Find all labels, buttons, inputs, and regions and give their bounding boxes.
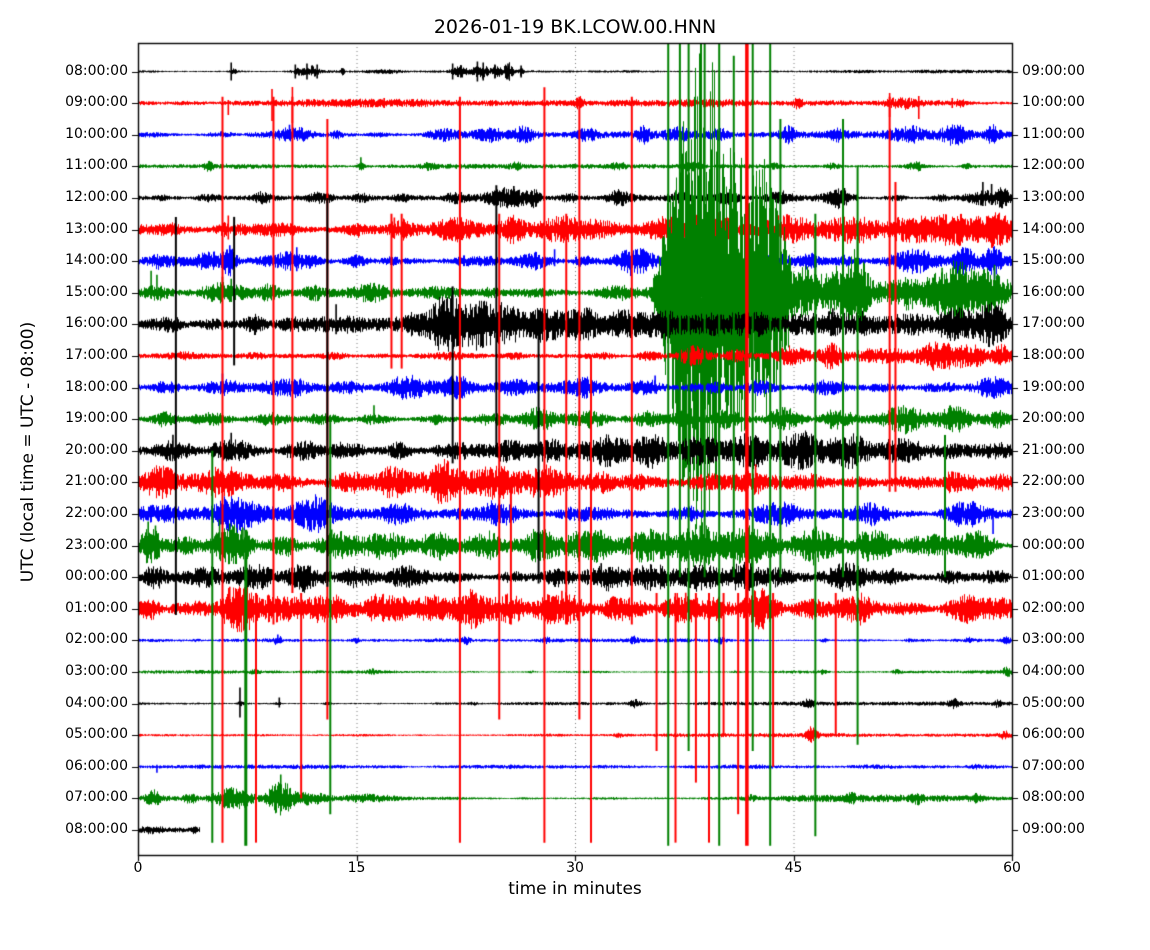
utc-time-label: 15:00:00: [65, 283, 128, 300]
local-time-label: 21:00:00: [1022, 441, 1085, 458]
local-time-label: 18:00:00: [1022, 346, 1085, 363]
local-time-label: 08:00:00: [1022, 789, 1085, 806]
utc-time-label: 20:00:00: [65, 441, 128, 458]
utc-time-label: 14:00:00: [65, 252, 128, 269]
local-time-label: 13:00:00: [1022, 188, 1085, 205]
minute-label: 30: [566, 860, 584, 876]
minute-label: 60: [1003, 860, 1021, 876]
utc-time-label: 09:00:00: [65, 94, 128, 111]
minute-label: 0: [133, 860, 143, 876]
utc-time-label: 07:00:00: [65, 789, 128, 806]
local-time-label: 03:00:00: [1022, 631, 1085, 648]
local-time-label: 15:00:00: [1022, 252, 1085, 269]
local-time-label: 11:00:00: [1022, 125, 1085, 142]
local-time-label: 19:00:00: [1022, 378, 1085, 395]
local-time-label: 17:00:00: [1022, 315, 1085, 332]
minute-label: 45: [784, 860, 803, 876]
utc-time-label: 21:00:00: [65, 473, 128, 490]
utc-time-label: 11:00:00: [65, 157, 128, 174]
local-time-label: 02:00:00: [1022, 599, 1085, 616]
utc-time-label: 22:00:00: [65, 504, 128, 521]
local-time-label: 07:00:00: [1022, 757, 1085, 774]
local-time-label: 14:00:00: [1022, 220, 1085, 237]
local-time-label: 12:00:00: [1022, 157, 1085, 174]
local-time-label: 05:00:00: [1022, 694, 1085, 711]
utc-time-label: 08:00:00: [65, 821, 128, 837]
utc-time-label: 00:00:00: [65, 568, 128, 585]
utc-time-label: 19:00:00: [65, 410, 128, 427]
x-axis-label: time in minutes: [508, 879, 642, 899]
utc-time-label: 23:00:00: [65, 536, 128, 553]
utc-time-label: 05:00:00: [65, 726, 128, 743]
plot-title: 2026-01-19 BK.LCOW.00.HNN: [433, 16, 717, 38]
utc-time-label: 18:00:00: [65, 378, 128, 395]
minute-label: 15: [347, 860, 366, 876]
utc-time-label: 03:00:00: [65, 662, 128, 679]
utc-time-label: 13:00:00: [65, 220, 128, 237]
utc-time-label: 08:00:00: [65, 62, 128, 79]
local-time-label: 09:00:00: [1022, 62, 1085, 79]
local-time-label: 22:00:00: [1022, 473, 1085, 490]
local-time-label: 20:00:00: [1022, 410, 1085, 427]
utc-time-label: 17:00:00: [65, 346, 128, 363]
local-time-label: 01:00:00: [1022, 568, 1085, 585]
local-time-label: 23:00:00: [1022, 504, 1085, 521]
utc-time-label: 10:00:00: [65, 125, 128, 142]
utc-time-label: 12:00:00: [65, 188, 128, 205]
utc-time-label: 16:00:00: [65, 315, 128, 332]
utc-time-label: 01:00:00: [65, 599, 128, 616]
local-time-label: 04:00:00: [1022, 662, 1085, 679]
local-time-label: 09:00:00: [1022, 821, 1085, 837]
local-time-label: 06:00:00: [1022, 726, 1085, 743]
local-time-label: 00:00:00: [1022, 536, 1085, 553]
local-time-label: 10:00:00: [1022, 94, 1085, 111]
utc-time-label: 04:00:00: [65, 694, 128, 711]
utc-time-label: 02:00:00: [65, 631, 128, 648]
local-time-label: 16:00:00: [1022, 283, 1085, 300]
utc-time-label: 06:00:00: [65, 757, 128, 774]
